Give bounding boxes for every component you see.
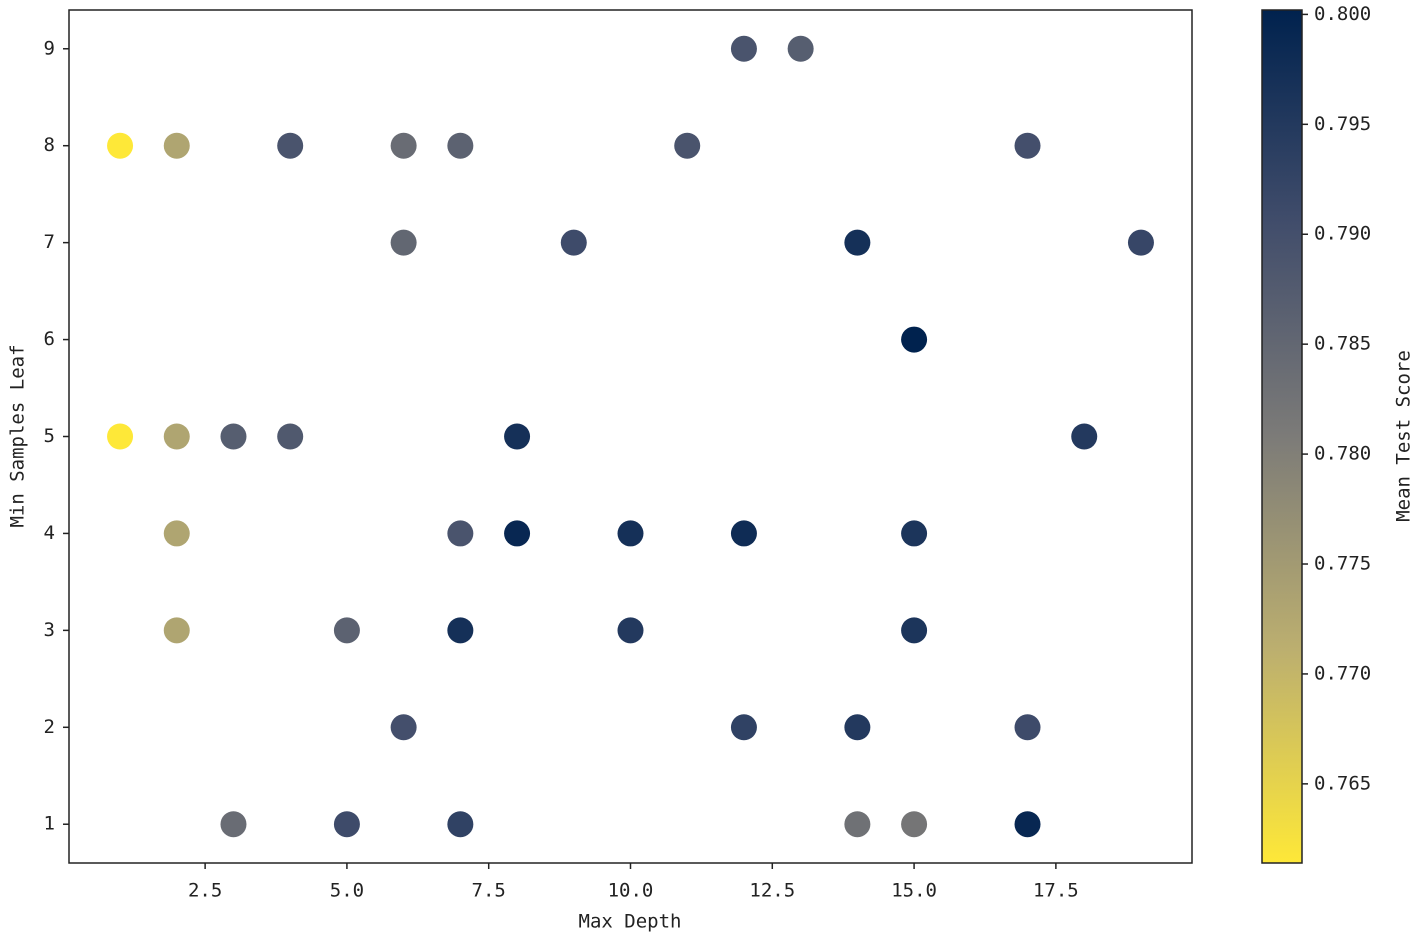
scatter-point	[844, 229, 871, 256]
colorbar-tick-label: 0.765	[1314, 772, 1371, 794]
y-axis-label: Min Samples Leaf	[7, 344, 29, 527]
scatter-point	[163, 132, 190, 159]
y-tick-label: 5	[44, 425, 55, 447]
scatter-point	[1127, 229, 1154, 256]
scatter-point	[1014, 811, 1041, 838]
scatter-point	[277, 423, 304, 450]
scatter-point	[277, 132, 304, 159]
scatter-point	[107, 423, 134, 450]
scatter-point	[163, 520, 190, 547]
y-tick-label: 6	[44, 328, 55, 350]
scatter-point	[617, 520, 644, 547]
y-tick-label: 3	[44, 619, 55, 641]
scatter-point	[163, 423, 190, 450]
scatter-point	[1014, 132, 1041, 159]
scatter-point	[333, 617, 360, 644]
y-tick-label: 8	[44, 134, 55, 156]
scatter-point	[447, 520, 474, 547]
scatter-point	[220, 423, 247, 450]
x-tick-label: 5.0	[330, 880, 364, 902]
x-tick-label: 17.5	[1033, 880, 1079, 902]
scatter-point	[333, 811, 360, 838]
scatter-point	[447, 132, 474, 159]
x-tick-label: 7.5	[472, 880, 506, 902]
x-tick-label: 2.5	[188, 880, 222, 902]
scatter-point	[844, 714, 871, 741]
x-tick-label: 12.5	[749, 880, 795, 902]
colorbar-tick-label: 0.795	[1314, 113, 1371, 135]
scatter-point	[163, 617, 190, 644]
scatter-point	[901, 617, 928, 644]
colorbar-tick-label: 0.770	[1314, 662, 1371, 684]
scatter-point	[787, 35, 814, 62]
colorbar-tick-label: 0.785	[1314, 333, 1371, 355]
x-axis-label: Max Depth	[579, 911, 682, 933]
colorbar	[1261, 9, 1303, 864]
scatter-point	[390, 714, 417, 741]
scatter-point	[901, 326, 928, 353]
scatter-point	[504, 520, 531, 547]
scatter-point	[730, 35, 757, 62]
scatter-point	[901, 811, 928, 838]
scatter-point	[844, 811, 871, 838]
scatter-point	[674, 132, 701, 159]
colorbar-tick-label: 0.790	[1314, 223, 1371, 245]
y-tick-label: 4	[44, 522, 55, 544]
scatter-point	[901, 520, 928, 547]
scatter-point	[617, 617, 644, 644]
colorbar-tick-label: 0.780	[1314, 443, 1371, 465]
y-tick-label: 7	[44, 231, 55, 253]
scatter-point	[560, 229, 587, 256]
scatter-point	[390, 229, 417, 256]
colorbar-tick-label: 0.775	[1314, 553, 1371, 575]
y-tick-label: 1	[44, 813, 55, 835]
x-tick-label: 10.0	[608, 880, 654, 902]
x-tick-label: 15.0	[891, 880, 937, 902]
scatter-point	[447, 617, 474, 644]
colorbar-tick-label: 0.800	[1314, 3, 1371, 25]
scatter-point	[504, 423, 531, 450]
scatter-point	[1071, 423, 1098, 450]
y-tick-label: 2	[44, 716, 55, 738]
scatter-point	[447, 811, 474, 838]
colorbar-label: Mean Test Score	[1393, 350, 1415, 522]
scatter-point	[220, 811, 247, 838]
scatter-point	[390, 132, 417, 159]
scatter-point	[107, 132, 134, 159]
y-tick-label: 9	[44, 37, 55, 59]
scatter-point	[1014, 714, 1041, 741]
scatter-point	[730, 714, 757, 741]
scatter-point	[730, 520, 757, 547]
